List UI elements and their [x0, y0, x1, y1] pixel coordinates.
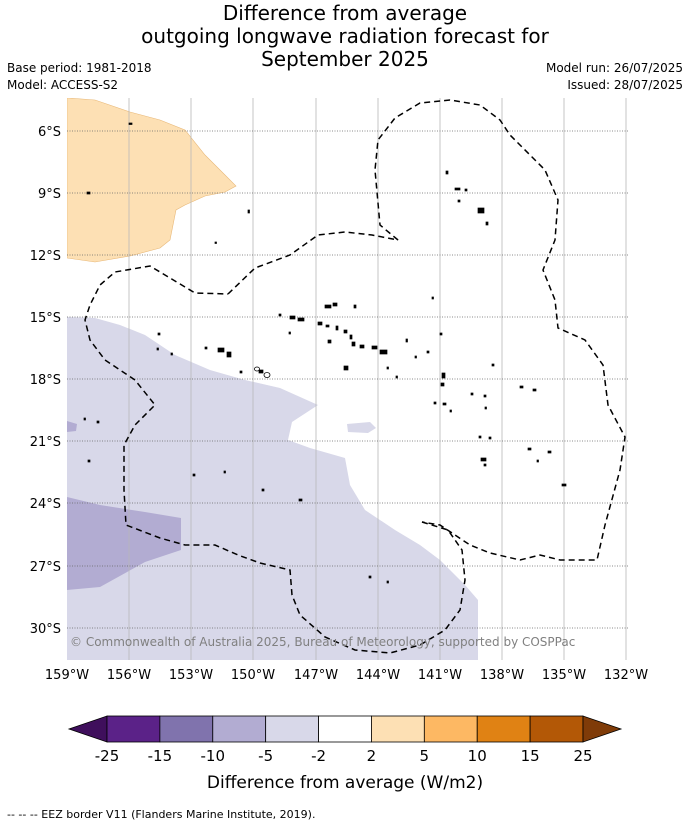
chart-title: Difference from average outgoing longwav…: [0, 2, 690, 71]
title-line-2: outgoing longwave radiation forecast for: [141, 24, 549, 48]
islands: [83, 122, 567, 584]
colorbar-tick-label: -25: [95, 747, 120, 765]
lat-label: 21°S: [30, 435, 61, 450]
issued-text: Issued: 28/07/2025: [567, 78, 683, 92]
lon-label: 153°W: [169, 668, 213, 683]
lat-label: 12°S: [30, 249, 61, 264]
lat-label: 27°S: [30, 560, 61, 575]
copyright-text: © Commonwealth of Australia 2025, Bureau…: [70, 635, 575, 649]
colorbar-bin: [423, 715, 478, 743]
negative-anomaly-speck: [67, 421, 77, 432]
colorbar-tick-label: -2: [311, 747, 326, 765]
colorbar-bin: [106, 715, 161, 743]
lon-label: 141°W: [418, 668, 462, 683]
title-line-1: Difference from average: [222, 1, 468, 25]
lon-label: 150°W: [231, 668, 275, 683]
lon-label: 147°W: [294, 668, 338, 683]
gridlines: [67, 98, 628, 660]
colorbar-below-triangle: [67, 715, 108, 743]
lon-label: 138°W: [480, 668, 524, 683]
latitude-labels: 6°S 9°S 12°S 15°S 18°S 21°S 24°S 27°S 30°S: [30, 125, 61, 637]
title-line-3: September 2025: [261, 47, 429, 71]
colorbar-bin: [212, 715, 267, 743]
colorbar-tick-label: 15: [521, 747, 540, 765]
colorbar-tick-label: -10: [201, 747, 226, 765]
eez-borders: [84, 99, 626, 654]
lon-label: 159°W: [45, 668, 89, 683]
meta-left: Base period: 1981-2018 Model: ACCESS-S2: [7, 60, 152, 94]
meta-right: Model run: 26/07/2025 Issued: 28/07/2025: [546, 60, 683, 94]
base-period-text: Base period: 1981-2018: [7, 61, 152, 75]
negative-anomaly-region-medium: [67, 497, 181, 590]
colorbar-bin: [476, 715, 531, 743]
lat-label: 18°S: [30, 373, 61, 388]
colorbar-bin: [529, 715, 584, 743]
colorbar-tick-label: 10: [468, 747, 487, 765]
lon-label: 144°W: [356, 668, 400, 683]
lon-label: 135°W: [542, 668, 586, 683]
colorbar-tick-label: 2: [367, 747, 377, 765]
lat-label: 15°S: [30, 311, 61, 326]
colorbar-tick-label: -5: [258, 747, 273, 765]
colorbar: -25 -15 -10 -5 -2 2 5 10 15 25 Difference from av…: [67, 715, 623, 793]
colorbar-tick-label: 5: [420, 747, 430, 765]
colorbar-bin: [371, 715, 425, 743]
colorbar-bin: [265, 715, 319, 743]
island-outlines: [254, 366, 271, 378]
longitude-labels: 159°W 156°W 153°W 150°W 147°W 144°W 141°W 138°W…: [45, 668, 648, 683]
lon-label: 132°W: [604, 668, 648, 683]
colorbar-bins: [106, 715, 584, 743]
eez-border-south: [84, 265, 466, 654]
colorbar-above-triangle: [582, 715, 623, 743]
negative-anomaly-patch: [347, 422, 376, 433]
lat-label: 9°S: [38, 187, 61, 202]
colorbar-ticks: -25 -15 -10 -5 -2 2 5 10 15 25: [95, 747, 593, 765]
colorbar-bin: [159, 715, 214, 743]
lon-label: 156°W: [107, 668, 151, 683]
lat-label: 30°S: [30, 622, 61, 637]
forecast-map: © Commonwealth of Australia 2025, Bureau…: [30, 98, 648, 793]
eez-border-main: [227, 99, 626, 561]
map-plot-area: © Commonwealth of Australia 2025, Bureau…: [67, 98, 628, 660]
lat-label: 6°S: [38, 125, 61, 140]
model-text: Model: ACCESS-S2: [7, 78, 119, 92]
positive-anomaly-region: [67, 98, 237, 263]
colorbar-tick-label: -15: [148, 747, 173, 765]
lat-label: 24°S: [30, 497, 61, 512]
colorbar-tick-label: 25: [573, 747, 592, 765]
negative-anomaly-region-light: [67, 317, 478, 660]
colorbar-bin: [318, 715, 372, 743]
colorbar-label: Difference from average (W/m2): [207, 773, 483, 793]
model-run-text: Model run: 26/07/2025: [545, 61, 683, 75]
eez-footnote: -- -- -- EEZ border V11 (Flanders Marine…: [7, 808, 316, 821]
